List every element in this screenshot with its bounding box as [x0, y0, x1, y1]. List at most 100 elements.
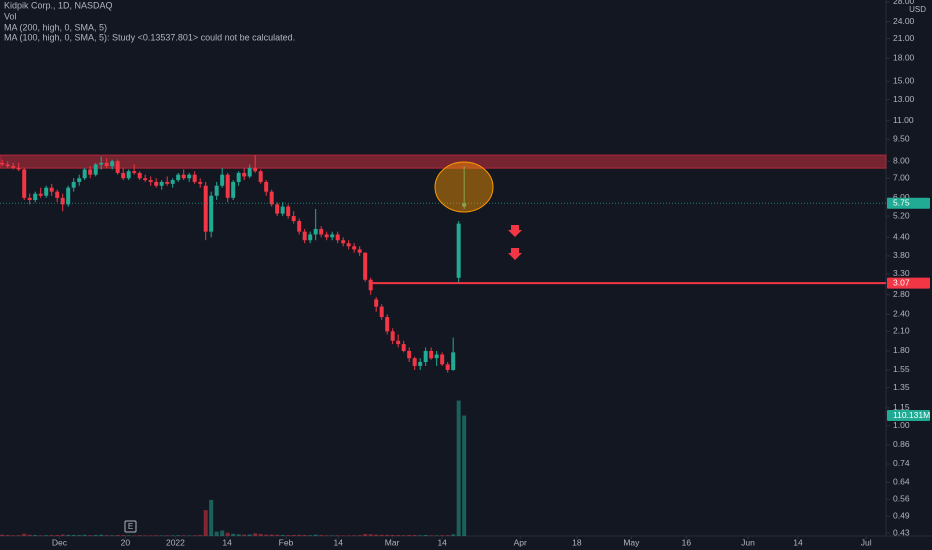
candle-body: [291, 216, 296, 222]
volume-bar: [170, 535, 175, 536]
volume-bar: [313, 534, 318, 536]
y-tick-label: 2.10: [893, 326, 910, 336]
volume-bar: [137, 535, 142, 536]
candle-body: [82, 169, 87, 179]
volume-bar: [5, 535, 10, 536]
candle-body: [286, 206, 291, 217]
candle-body: [220, 174, 225, 186]
candle-body: [176, 174, 181, 181]
legend-line: MA (200, high, 0, SMA, 5): [4, 22, 107, 32]
x-tick-label: 18: [572, 537, 582, 547]
candle-body: [93, 164, 98, 175]
candle-body: [407, 350, 412, 359]
legend-line: MA (100, high, 0, SMA, 5): Study <0.1353…: [4, 32, 295, 42]
y-tick-label: 7.00: [893, 173, 910, 183]
volume-bar: [269, 534, 274, 536]
volume-bar: [258, 534, 263, 536]
volume-bar: [214, 531, 219, 536]
x-tick-label: 20: [121, 537, 131, 547]
x-tick-label: Apr: [514, 537, 527, 547]
candle-body: [27, 197, 32, 200]
y-tick-label: 0.74: [893, 458, 910, 468]
volume-bar: [396, 535, 401, 536]
volume-bar: [55, 535, 60, 536]
y-tick-label: 28.00: [893, 0, 915, 6]
volume-bar: [143, 535, 148, 536]
volume-bar: [66, 534, 71, 536]
volume-bar: [275, 534, 280, 536]
volume-bar: [104, 535, 109, 536]
candle-body: [445, 364, 450, 370]
highlight-circle: [434, 161, 494, 213]
volume-bar: [132, 535, 137, 536]
y-tick-label: 4.40: [893, 232, 910, 242]
volume-bar: [220, 530, 225, 536]
candle-body: [429, 350, 434, 359]
volume-bar: [385, 534, 390, 536]
volume-bar: [126, 535, 131, 536]
volume-bar: [27, 534, 32, 536]
candle-body: [198, 181, 203, 184]
volume-bar: [440, 535, 445, 536]
volume-bar: [231, 533, 236, 536]
y-tick-label: 0.56: [893, 494, 910, 504]
y-tick-label: 1.35: [893, 382, 910, 392]
x-tick-label: 16: [682, 537, 692, 547]
support-badge: 3.07: [893, 277, 910, 287]
candle-body: [209, 195, 214, 232]
y-tick-label: 3.80: [893, 250, 910, 260]
y-tick-label: 8.00: [893, 156, 910, 166]
volume-bar: [242, 534, 247, 536]
candle-body: [236, 172, 241, 182]
volume-bar: [297, 534, 302, 536]
candle-body: [225, 174, 230, 198]
volume-bar: [407, 535, 412, 536]
volume-bar: [71, 535, 76, 536]
candle-body: [258, 171, 263, 182]
candle-body: [187, 174, 192, 179]
candle-body: [330, 234, 335, 238]
x-tick-label: 2022: [166, 537, 185, 547]
volume-bar: [302, 535, 307, 536]
y-tick-label: 2.40: [893, 309, 910, 319]
candle-body: [115, 161, 120, 173]
candle-body: [165, 181, 170, 184]
candle-body: [11, 166, 16, 168]
last-price-badge-bg: [887, 197, 930, 209]
plot: [0, 154, 887, 536]
candle-body: [308, 234, 313, 241]
y-tick-label: 9.50: [893, 134, 910, 144]
candle-body: [66, 187, 71, 205]
x-tick-label: 14: [333, 537, 343, 547]
candle-body: [5, 164, 10, 167]
candle-body: [418, 362, 423, 366]
down-arrow: [508, 225, 522, 237]
candle-body: [379, 306, 384, 318]
y-tick-label: 1.15: [893, 402, 910, 412]
volume-bar: [390, 535, 395, 536]
candle-body: [110, 161, 115, 167]
support-badge-bg: [887, 277, 930, 289]
candle-body: [440, 354, 445, 365]
candle-body: [88, 169, 93, 175]
volume-bar: [99, 534, 104, 536]
candle-body: [148, 180, 153, 182]
candle-body: [341, 240, 346, 244]
candle-body: [231, 181, 236, 198]
candle-body: [385, 317, 390, 332]
candle-body: [313, 228, 318, 235]
down-arrow: [508, 248, 522, 260]
volume-bar: [154, 535, 159, 536]
y-tick-label: 13.00: [893, 94, 915, 104]
y-tick-label: 1.00: [893, 420, 910, 430]
volume-bar: [110, 535, 115, 536]
candle-body: [253, 167, 258, 172]
x-tick-label: 14: [437, 537, 447, 547]
volume-bar: [181, 535, 186, 536]
candle-body: [0, 162, 5, 165]
volume-bar: [264, 534, 269, 536]
volume-bar: [291, 535, 296, 536]
y-tick-label: 0.49: [893, 511, 910, 521]
candle-body: [22, 169, 27, 198]
volume-bar: [203, 510, 208, 536]
